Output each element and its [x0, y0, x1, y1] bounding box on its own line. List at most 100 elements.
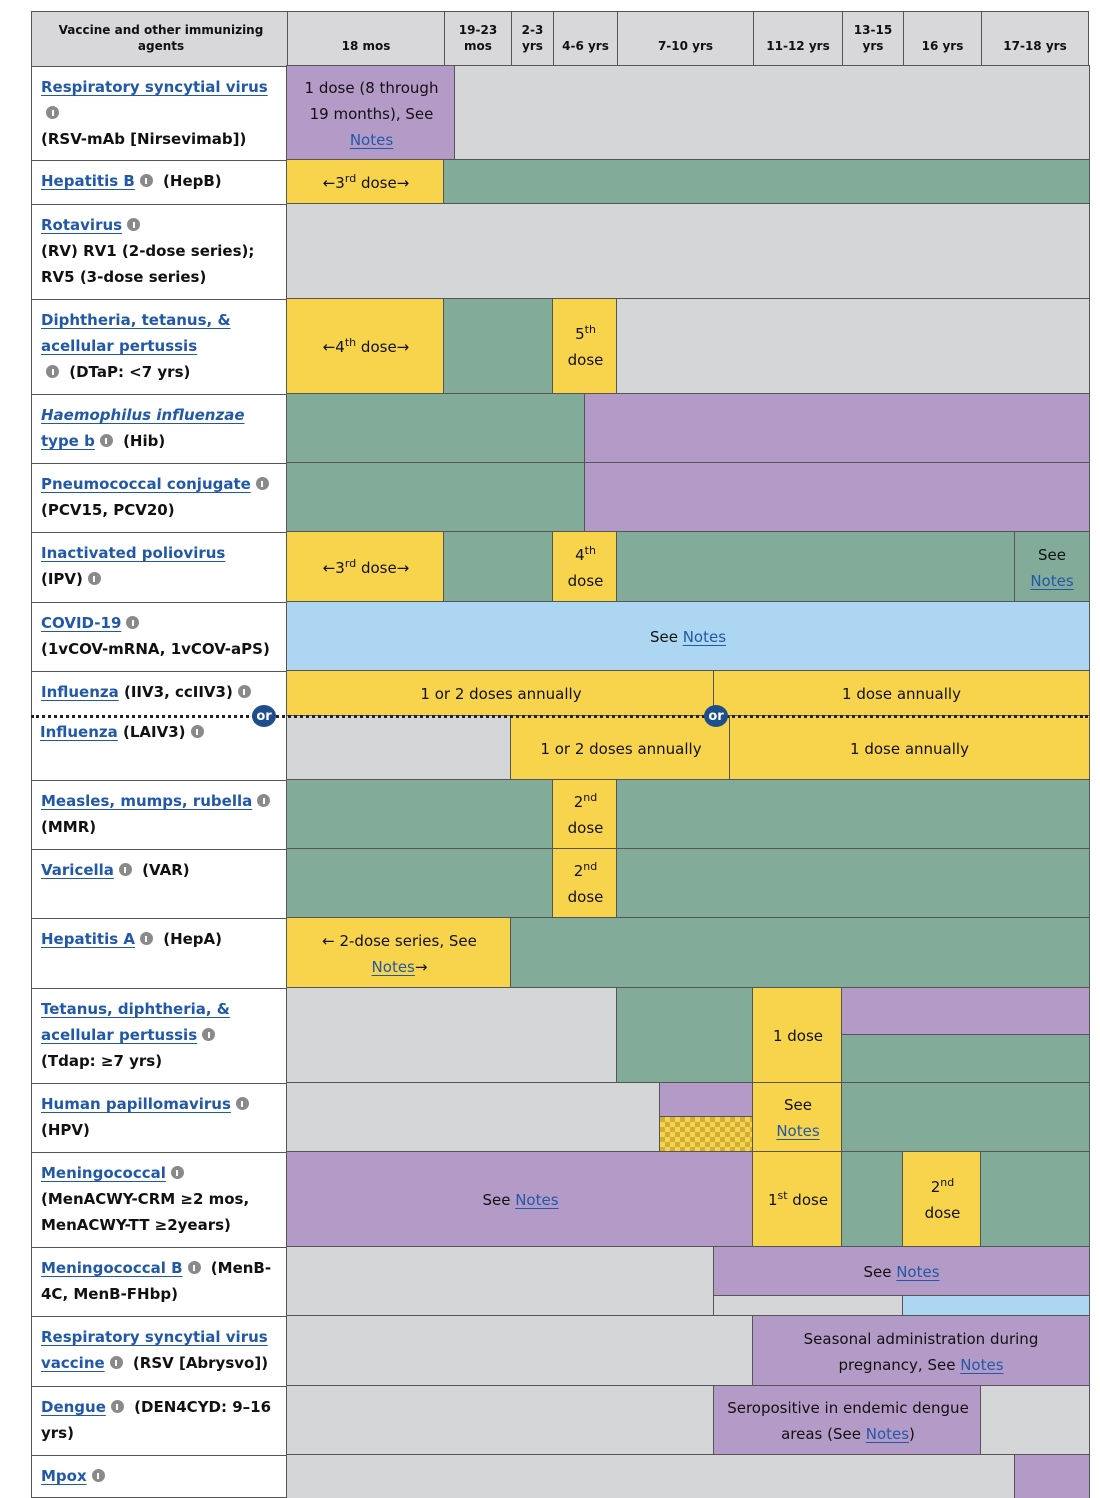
bar-text-part: ←3 — [322, 558, 345, 577]
vaccine-detail: (HepB) — [163, 172, 222, 190]
or-badge: or — [704, 705, 728, 727]
vaccine-link[interactable]: Hepatitis B — [41, 172, 135, 190]
vaccine-link[interactable]: Pneumococcal conjugate — [41, 475, 251, 493]
vaccine-link[interactable]: Influenza — [40, 723, 118, 741]
schedule-bar — [616, 848, 1090, 920]
bar-text: See Notes — [1023, 542, 1081, 594]
info-icon — [110, 1400, 124, 1413]
info-icon — [139, 174, 153, 187]
row-label: Inactivated poliovirus (IPV) — [31, 532, 288, 603]
bar-text-part: 1 — [767, 1191, 778, 1209]
info-icon — [202, 1028, 216, 1041]
or-badge: or — [252, 705, 276, 727]
notes-link[interactable]: Notes — [960, 1355, 1004, 1374]
or-divider — [31, 715, 1088, 718]
vaccine-link[interactable]: Measles, mumps, rubella — [41, 792, 253, 810]
vaccine-link[interactable]: Meningococcal B — [41, 1259, 183, 1277]
info-icon — [99, 434, 113, 447]
row-label: Measles, mumps, rubella (MMR) — [31, 780, 288, 850]
bar-text: 2nd dose — [561, 858, 610, 910]
schedule-bar: Seasonal administration during pregnancy… — [752, 1315, 1090, 1388]
row-label: Hepatitis A (HepA) — [31, 918, 288, 989]
notes-link[interactable]: Notes — [349, 130, 394, 149]
info-icon — [126, 616, 140, 629]
bar-text: ← 2-dose series, See Notes→ — [295, 928, 504, 980]
notes-link[interactable]: Notes — [776, 1122, 820, 1140]
schedule-bar: See Notes — [713, 1246, 1090, 1298]
schedule-bar: ←3rd dose→ — [286, 159, 446, 206]
vaccine-link[interactable]: Respiratory syncytial virus — [41, 78, 268, 96]
vaccine-link[interactable]: COVID-19 — [41, 614, 122, 632]
vaccine-link[interactable]: Varicella — [41, 861, 114, 879]
bar-text-part: 1 or 2 doses annually — [420, 685, 582, 703]
notes-link[interactable]: Notes — [682, 628, 727, 646]
schedule-bar — [454, 65, 1090, 162]
info-icon — [109, 1356, 123, 1369]
bar-text: 1st dose — [768, 1187, 828, 1213]
header-cell: 11-12 yrs — [753, 11, 843, 67]
info-icon — [257, 794, 271, 807]
notes-link[interactable]: Notes — [371, 957, 415, 976]
bar-text-part: 1 dose annually — [842, 685, 961, 703]
row-label: Mpox — [31, 1455, 288, 1498]
schedule-bar — [616, 987, 755, 1085]
vaccine-link[interactable]: Human papillomavirus — [41, 1095, 231, 1113]
notes-link[interactable]: Notes — [865, 1425, 910, 1443]
superscript: nd — [583, 860, 598, 873]
vaccine-link[interactable]: Hepatitis A — [41, 930, 135, 948]
info-icon — [46, 106, 59, 119]
vaccine-link[interactable]: Dengue — [41, 1398, 106, 1416]
bar-text-part: 2 — [930, 1178, 941, 1196]
bar-text: 4th dose — [561, 542, 610, 594]
notes-link[interactable]: Notes — [515, 1191, 559, 1209]
header-cell: Vaccine and other immunizing agents — [31, 11, 288, 67]
vaccine-link[interactable]: Haemophilus influenzae — [41, 406, 245, 424]
schedule-bar: ←3rd dose→ — [286, 531, 446, 604]
notes-link[interactable]: Notes — [896, 1263, 940, 1281]
bar-text-part: dose — [567, 819, 604, 837]
header-cell: 17-18 yrs — [981, 11, 1089, 67]
vaccine-detail: (Hib) — [123, 432, 166, 450]
bar-text-part: dose — [567, 351, 604, 369]
info-icon — [118, 863, 132, 876]
schedule-bar: 1 dose (8 through 19 months), See Notes — [286, 65, 457, 162]
notes-link[interactable]: Notes — [1030, 571, 1074, 590]
vaccine-link[interactable]: Tetanus, diphtheria, & acellular pertuss… — [41, 1000, 230, 1044]
schedule-bar — [286, 987, 619, 1085]
vaccine-detail: (RSV [Abrysvo]) — [132, 1354, 269, 1372]
superscript: nd — [940, 1176, 955, 1189]
bar-text: See Notes — [761, 1092, 835, 1144]
schedule-bar: 1 dose annually — [713, 670, 1090, 718]
bar-text-part: See — [863, 1263, 897, 1281]
schedule-bar: Seropositive in endemic dengue areas (Se… — [713, 1385, 983, 1457]
schedule-bar: 4th dose — [552, 531, 619, 604]
header-cell: 19-23 mos — [444, 11, 512, 67]
vaccine-link[interactable]: type b — [41, 432, 95, 450]
schedule-bar: See Notes — [286, 601, 1090, 673]
vaccine-link[interactable]: Respiratory syncytial virus vaccine — [41, 1328, 268, 1372]
superscript: rd — [344, 171, 357, 185]
bar-text-part: Seasonal administration during pregnancy… — [803, 1329, 1039, 1374]
vaccine-link[interactable]: Influenza — [41, 683, 119, 701]
info-icon — [87, 572, 101, 585]
row-label: Tetanus, diphtheria, & acellular pertuss… — [31, 988, 288, 1084]
schedule-bar — [980, 1151, 1090, 1249]
schedule-bar — [286, 462, 587, 534]
row-label: Haemophilus influenzae type b (Hib) — [31, 394, 288, 464]
vaccine-link[interactable]: Meningococcal — [41, 1164, 166, 1182]
vaccine-link[interactable]: Inactivated poliovirus — [41, 544, 226, 562]
bar-text: 2nd dose — [561, 789, 610, 841]
vaccine-link[interactable]: Rotavirus — [41, 216, 123, 234]
header-cell: 2-3 yrs — [511, 11, 554, 67]
bar-text-part: 1 dose — [772, 1027, 824, 1045]
bar-text-part: See — [649, 628, 683, 646]
row-label: Influenza (IIV3, ccIIV3) — [31, 671, 288, 781]
schedule-bar — [286, 848, 555, 920]
vaccine-detail: (PCV15, PCV20) — [41, 501, 175, 519]
vaccine-link[interactable]: Mpox — [41, 1467, 87, 1485]
bar-text-part: dose — [787, 1191, 829, 1209]
info-icon — [139, 932, 153, 945]
vaccine-link[interactable]: Diphtheria, tetanus, & acellular pertuss… — [41, 311, 231, 355]
bar-text: Seasonal administration during pregnancy… — [761, 1326, 1081, 1378]
superscript: rd — [344, 556, 357, 570]
